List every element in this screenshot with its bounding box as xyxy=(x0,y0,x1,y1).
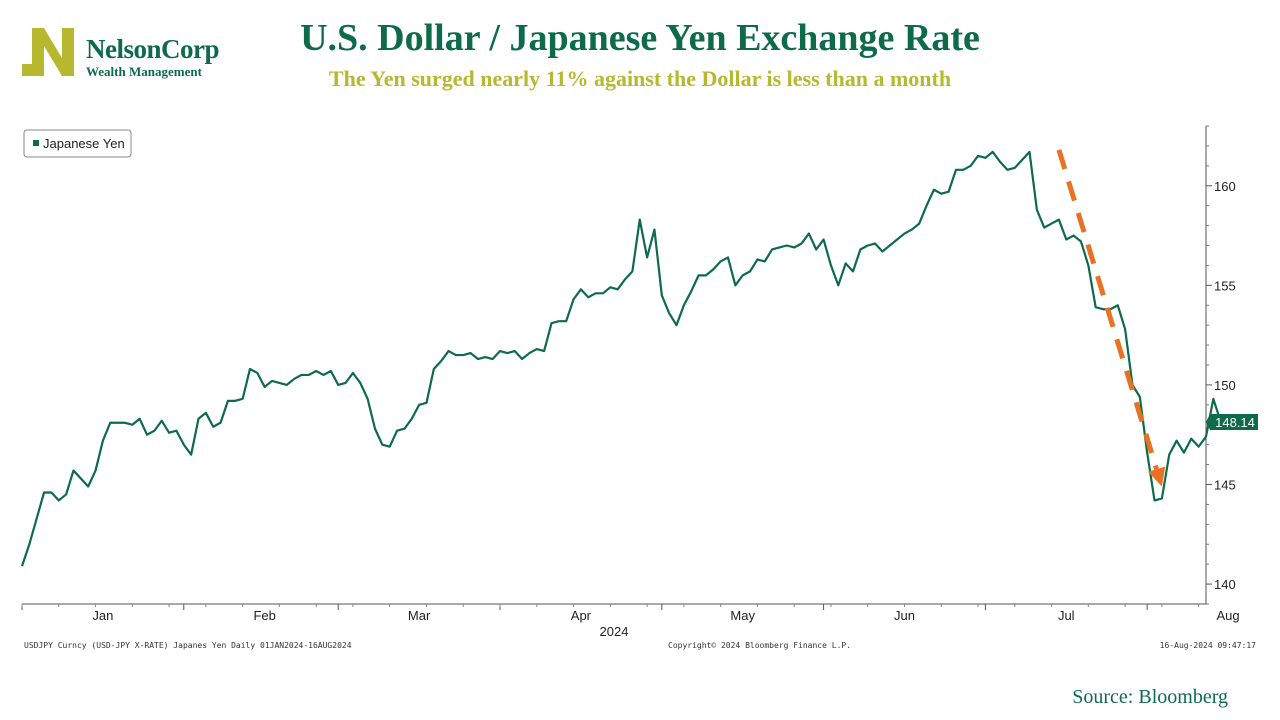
y-tick-label: 155 xyxy=(1214,278,1236,293)
y-tick-label: 140 xyxy=(1214,577,1236,592)
last-value-badge: 148.14 xyxy=(1206,413,1258,430)
footer-center: Copyright© 2024 Bloomberg Finance L.P. xyxy=(668,641,851,650)
legend-label: Japanese Yen xyxy=(43,136,125,151)
legend-swatch xyxy=(33,140,39,146)
y-tick-label: 160 xyxy=(1214,179,1236,194)
y-tick-label: 145 xyxy=(1214,478,1236,493)
chart-footer: USDJPY Curncy (USD-JPY X-RATE) Japanes Y… xyxy=(24,641,1256,650)
logo-tagline: Wealth Management xyxy=(86,64,202,79)
x-tick-label: Jun xyxy=(894,608,915,623)
x-tick-label: May xyxy=(730,608,755,623)
y-axis: 140 145 150 155 160 xyxy=(1206,125,1236,605)
series-layer xyxy=(20,150,1222,567)
last-value-bg xyxy=(1206,413,1258,430)
x-tick-label: Feb xyxy=(253,608,275,623)
logo xyxy=(22,26,232,78)
footer-left: USDJPY Curncy (USD-JPY X-RATE) Japanes Y… xyxy=(24,641,352,650)
footer-right: 16-Aug-2024 09:47:17 xyxy=(1160,641,1257,650)
y-tick-label: 150 xyxy=(1214,378,1236,393)
chart-legend: Japanese Yen xyxy=(23,129,132,158)
x-tick-label: Jul xyxy=(1058,608,1075,623)
x-tick-label: Aug xyxy=(1216,608,1239,623)
last-value-label: 148.14 xyxy=(1215,415,1255,430)
logo-mark-icon xyxy=(22,28,74,76)
logo-name: NelsonCorp xyxy=(86,34,220,64)
x-tick-label: Apr xyxy=(571,608,592,623)
x-axis: Jan Feb Mar Apr May Jun Jul Aug 2024 xyxy=(21,604,1240,639)
annotation-arrow-shaft xyxy=(1056,149,1160,471)
series-line-japanese-yen xyxy=(20,150,1222,567)
plot-frame xyxy=(22,126,1207,605)
chart-title: U.S. Dollar / Japanese Yen Exchange Rate xyxy=(300,17,980,59)
x-tick-label: Jan xyxy=(92,608,113,623)
annotation-layer xyxy=(1056,149,1166,487)
source-note: Source: Bloomberg xyxy=(1072,686,1228,708)
x-tick-label: Mar xyxy=(408,608,431,623)
annotation-arrow-head xyxy=(1148,466,1166,487)
chart-subtitle: The Yen surged nearly 11% against the Do… xyxy=(328,66,952,91)
x-year-label: 2024 xyxy=(600,624,629,639)
